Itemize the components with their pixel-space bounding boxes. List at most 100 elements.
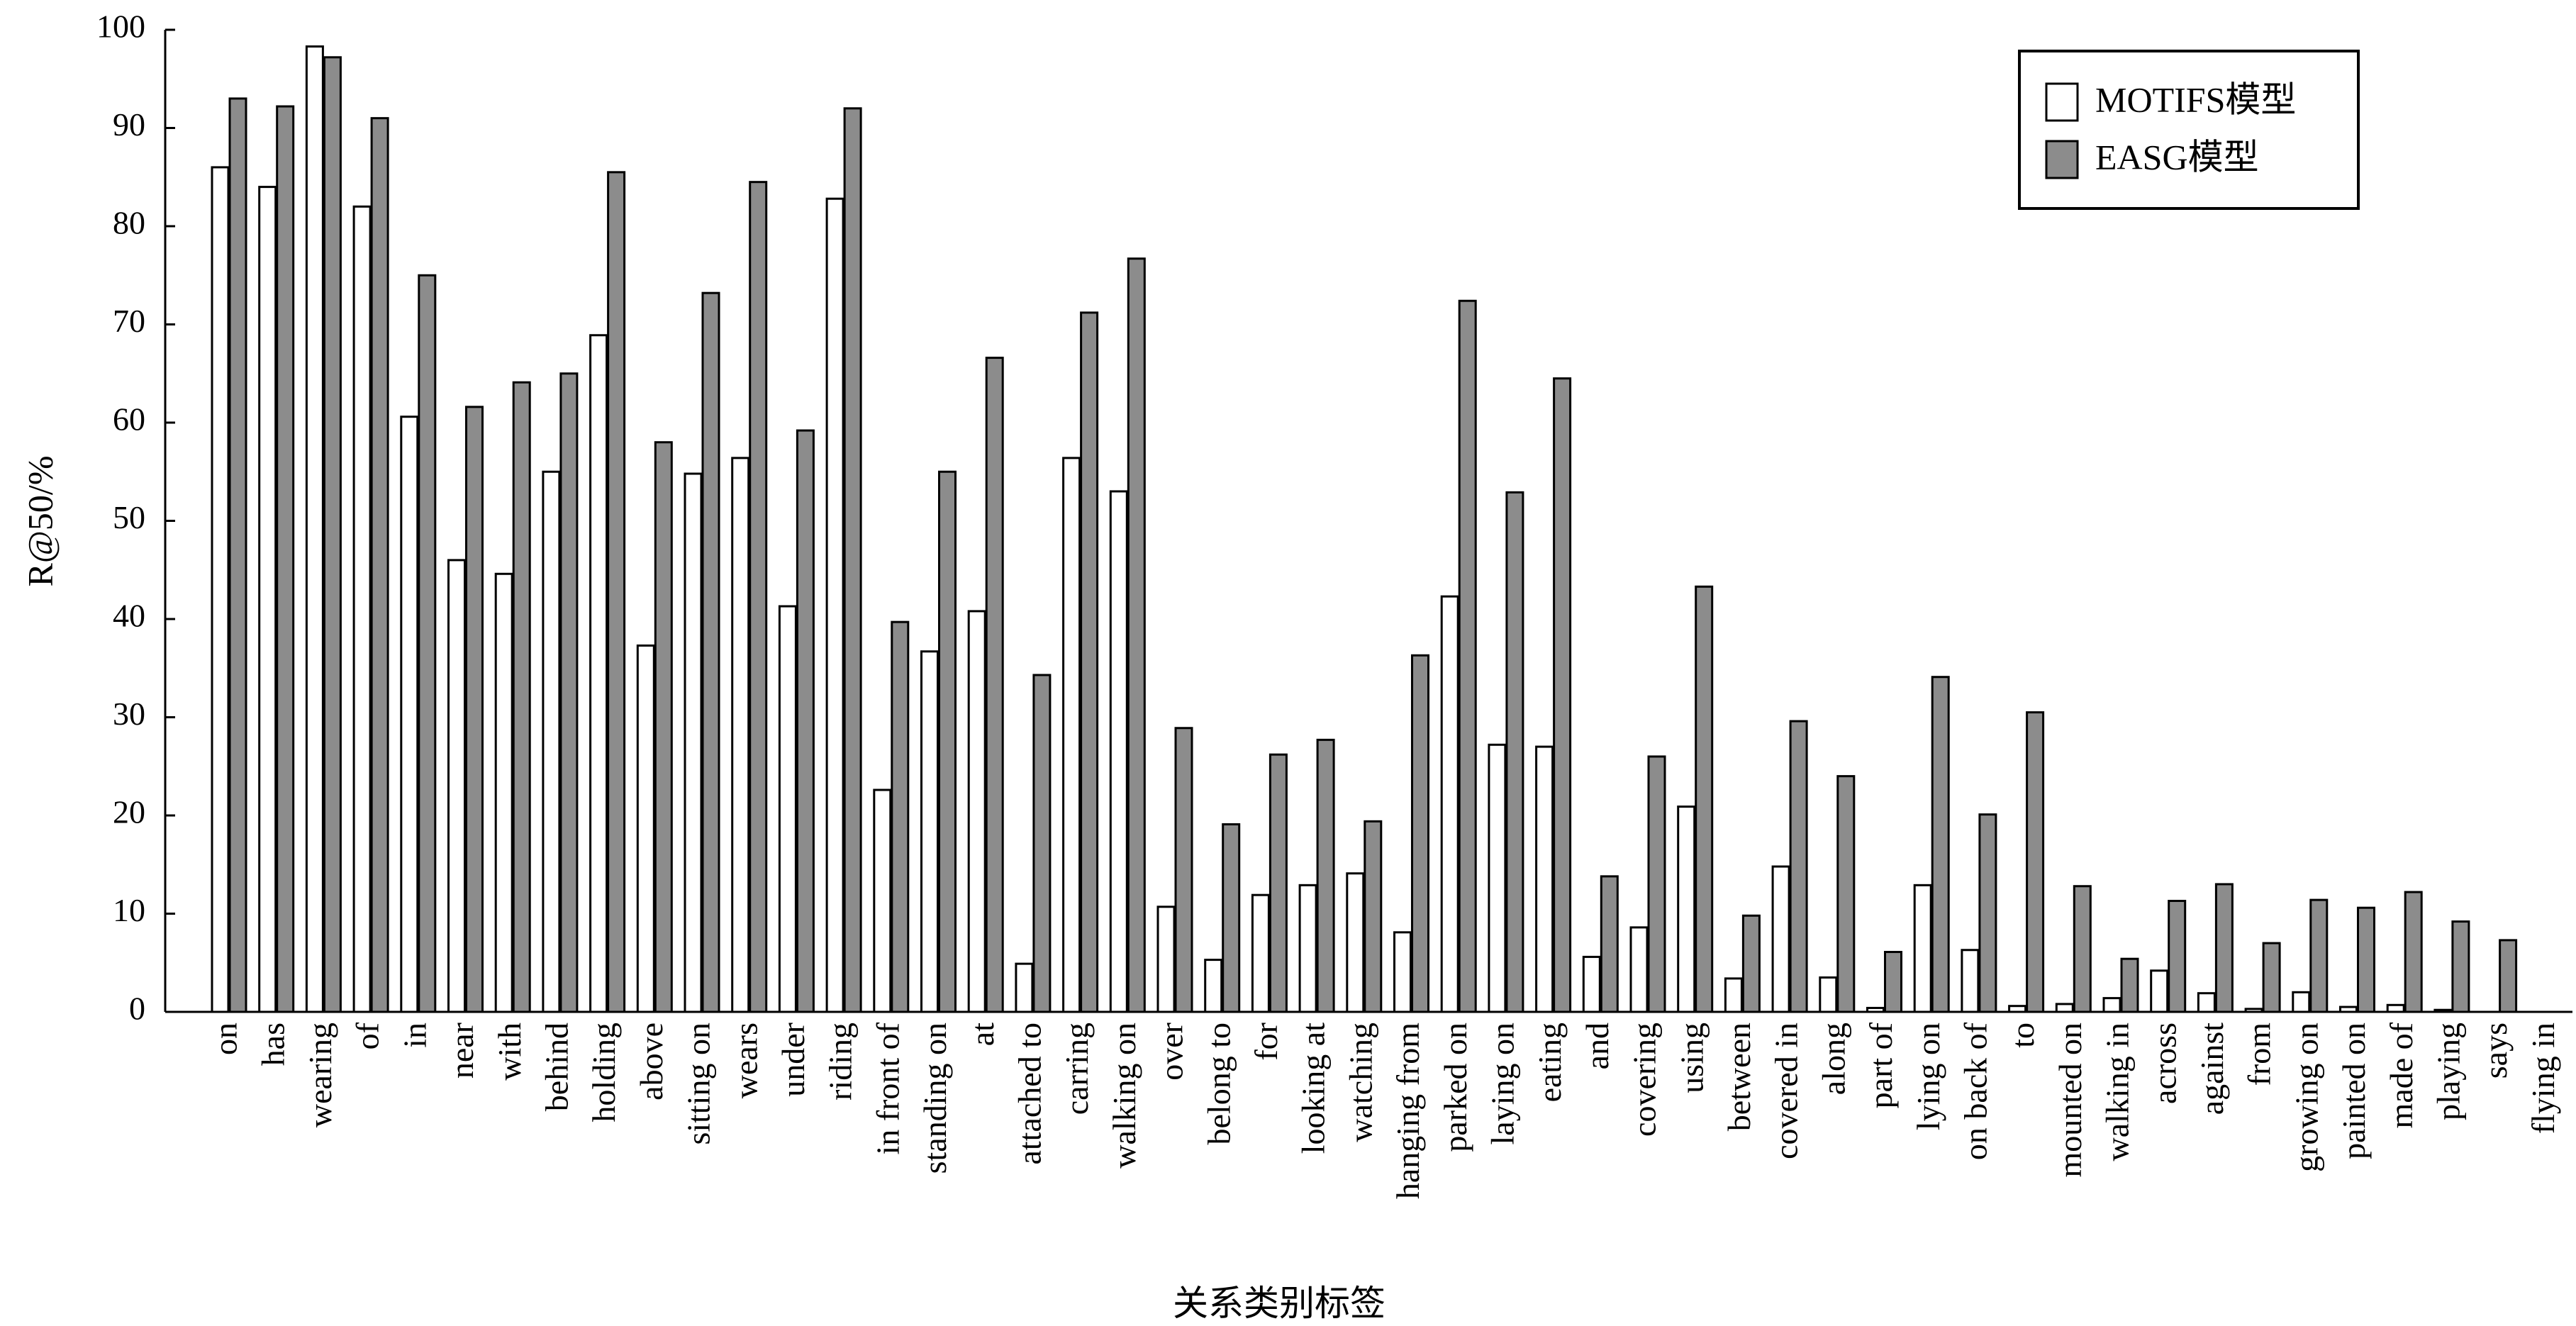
bar-easg <box>228 97 247 1013</box>
x-tick-labels: on has wearing of in near with behind holding abo… <box>208 1022 2561 1199</box>
x-category-label: laying on <box>1484 1023 1520 1144</box>
y-tick-label: 50 <box>113 499 145 535</box>
bar-motifs <box>1393 931 1412 1013</box>
bar-motifs <box>1677 806 1696 1013</box>
bar-easg <box>654 441 673 1013</box>
x-category-label: attached to <box>1011 1023 1047 1165</box>
bar-easg <box>1458 299 1477 1013</box>
x-category-label: watching <box>1342 1023 1378 1142</box>
bar-easg <box>1269 753 1288 1013</box>
bar-easg <box>891 620 910 1013</box>
x-category-label: against <box>2194 1023 2230 1115</box>
x-category-label: made of <box>2383 1022 2419 1128</box>
legend-swatch-motifs <box>2045 82 2079 122</box>
bar-easg <box>796 429 815 1013</box>
bar-motifs <box>1913 884 1932 1013</box>
bar-motifs <box>1724 977 1743 1013</box>
y-tick-label: 60 <box>113 401 145 438</box>
bar-easg <box>1316 738 1335 1013</box>
bar-easg <box>276 105 295 1013</box>
bar-motifs <box>1582 955 1601 1013</box>
x-category-label: covered in <box>1768 1023 1805 1159</box>
bar-easg <box>2357 906 2375 1013</box>
bar-easg <box>749 181 768 1013</box>
bar-easg <box>1600 875 1619 1013</box>
bar-easg <box>559 372 579 1013</box>
x-category-label: growing on <box>2288 1023 2324 1172</box>
x-axis-title: 关系类别标签 <box>1173 1283 1385 1323</box>
bar-motifs <box>920 650 939 1013</box>
bar-easg <box>418 274 437 1013</box>
bar-easg <box>2262 942 2281 1013</box>
y-tick-label: 80 <box>113 205 145 241</box>
bar-easg <box>1411 654 1429 1013</box>
x-category-label: covering <box>1627 1023 1663 1137</box>
x-category-label: wears <box>727 1023 764 1098</box>
x-category-label: mounted on <box>2052 1023 2088 1177</box>
legend-label-motifs: MOTIFS模型 <box>2095 79 2296 119</box>
x-category-label: parked on <box>1437 1023 1473 1152</box>
x-category-label: above <box>633 1023 669 1101</box>
bar-easg <box>938 470 957 1013</box>
x-category-label: under <box>775 1023 811 1097</box>
y-tick-label: 20 <box>113 794 145 830</box>
legend: MOTIFS模型 EASG模型 <box>2018 50 2360 210</box>
x-category-label: walking on <box>1106 1023 1142 1169</box>
bar-easg <box>1695 585 1714 1013</box>
bar-easg <box>2120 957 2139 1013</box>
x-category-label: for <box>1248 1023 1284 1061</box>
x-category-label: at <box>964 1023 1000 1046</box>
x-category-label: walking in <box>2100 1023 2136 1161</box>
bar-motifs <box>1109 490 1128 1013</box>
bar-easg <box>1978 813 1997 1013</box>
legend-frame <box>2018 50 2360 210</box>
bar-easg <box>1080 311 1099 1013</box>
bar-motifs <box>2150 969 2169 1013</box>
y-tick-label: 10 <box>113 892 145 928</box>
bar-easg <box>2168 899 2187 1013</box>
x-category-label: says <box>2477 1023 2514 1079</box>
bar-motifs <box>1771 865 1790 1013</box>
x-category-label: from <box>2241 1023 2277 1086</box>
bar-easg <box>985 357 1004 1013</box>
y-tick-label: 30 <box>113 696 145 732</box>
bar-motifs <box>589 334 608 1013</box>
x-category-label: looking at <box>1295 1023 1332 1154</box>
bar-easg <box>2309 898 2329 1013</box>
bar-motifs <box>1488 743 1507 1013</box>
x-category-label: in front of <box>869 1022 905 1154</box>
bar-motifs <box>211 166 230 1013</box>
bar-motifs <box>258 186 277 1013</box>
x-category-label: carring <box>1059 1023 1095 1115</box>
bar-motifs <box>1346 872 1365 1013</box>
bar-easg <box>1553 377 1572 1013</box>
bar-motifs <box>1298 884 1317 1013</box>
x-category-label: sitting on <box>681 1023 717 1145</box>
bar-motifs <box>1961 949 1980 1013</box>
x-category-label: flying in <box>2525 1023 2561 1134</box>
bar-easg <box>1741 914 1761 1013</box>
bar-easg <box>1789 720 1808 1013</box>
x-category-label: hanging from <box>1390 1023 1426 1199</box>
bar-motifs <box>1819 976 1838 1013</box>
y-axis-title: R@50/% <box>20 456 60 587</box>
bar-motifs <box>731 457 750 1013</box>
bar-motifs <box>400 416 419 1013</box>
x-category-label: across <box>2146 1023 2182 1104</box>
x-category-label: in <box>396 1023 433 1048</box>
bar-motifs <box>636 644 655 1013</box>
y-tick-label: 40 <box>113 598 145 634</box>
y-ticks: 0 10 20 30 40 50 60 70 80 90 100 <box>96 9 175 1027</box>
y-tick-label: 70 <box>113 303 145 339</box>
bar-easg <box>2214 883 2234 1013</box>
x-category-label: lying on <box>1910 1023 1946 1130</box>
bar-easg <box>1222 823 1241 1013</box>
x-category-label: has <box>255 1023 291 1066</box>
bar-motifs <box>2102 997 2121 1013</box>
bar-easg <box>1364 820 1383 1013</box>
x-category-label: part of <box>1863 1022 1899 1108</box>
bar-easg <box>1032 674 1052 1013</box>
bar-motifs <box>494 572 513 1013</box>
